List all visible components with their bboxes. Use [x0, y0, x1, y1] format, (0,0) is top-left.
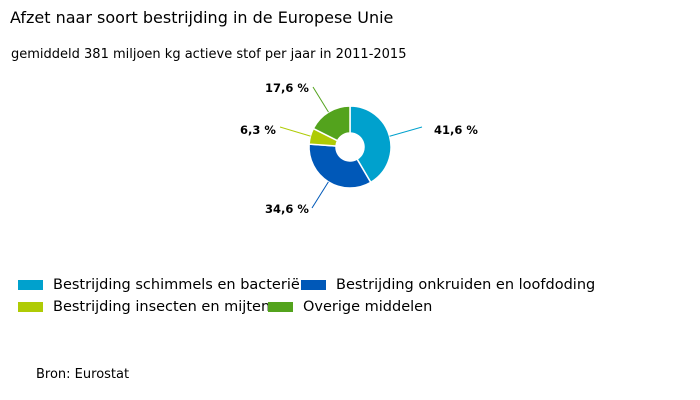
legend-label-overige: Overige middelen	[303, 299, 433, 315]
legend-swatch-overige	[268, 302, 293, 312]
data-label-schimmels: 41,6 %	[434, 123, 478, 137]
legend-item-overige: Overige middelen	[268, 298, 432, 316]
legend-swatch-insecten	[18, 302, 43, 312]
slice-overige	[312, 105, 351, 142]
legend-label-insecten: Bestrijding insecten en mijten	[53, 299, 269, 315]
data-label-onkruiden: 34,6 %	[265, 202, 309, 216]
leader-line-schimmels	[389, 126, 423, 137]
slice-onkruiden	[308, 143, 372, 189]
data-label-overige: 17,6 %	[265, 81, 309, 95]
legend-item-insecten: Bestrijding insecten en mijten	[18, 298, 269, 316]
source-note: Bron: Eurostat	[36, 367, 130, 382]
leader-line-overige	[312, 86, 329, 113]
chart-subtitle: gemiddeld 381 miljoen kg actieve stof pe…	[11, 47, 407, 62]
legend-item-schimmels: Bestrijding schimmels en bacteriën	[18, 276, 306, 294]
legend-swatch-schimmels	[18, 280, 43, 290]
legend-item-onkruiden: Bestrijding onkruiden en loofdoding	[301, 276, 595, 294]
donut-chart: 41,6 % 34,6 % 6,3 % 17,6 %	[240, 81, 478, 216]
chart-title: Afzet naar soort bestrijding in de Europ…	[10, 8, 394, 27]
legend-label-onkruiden: Bestrijding onkruiden en loofdoding	[336, 277, 596, 293]
leader-line-onkruiden	[311, 181, 329, 209]
legend-swatch-onkruiden	[301, 280, 326, 290]
leader-line-insecten	[279, 126, 311, 137]
data-label-insecten: 6,3 %	[240, 123, 276, 137]
legend-label-schimmels: Bestrijding schimmels en bacteriën	[53, 277, 306, 293]
